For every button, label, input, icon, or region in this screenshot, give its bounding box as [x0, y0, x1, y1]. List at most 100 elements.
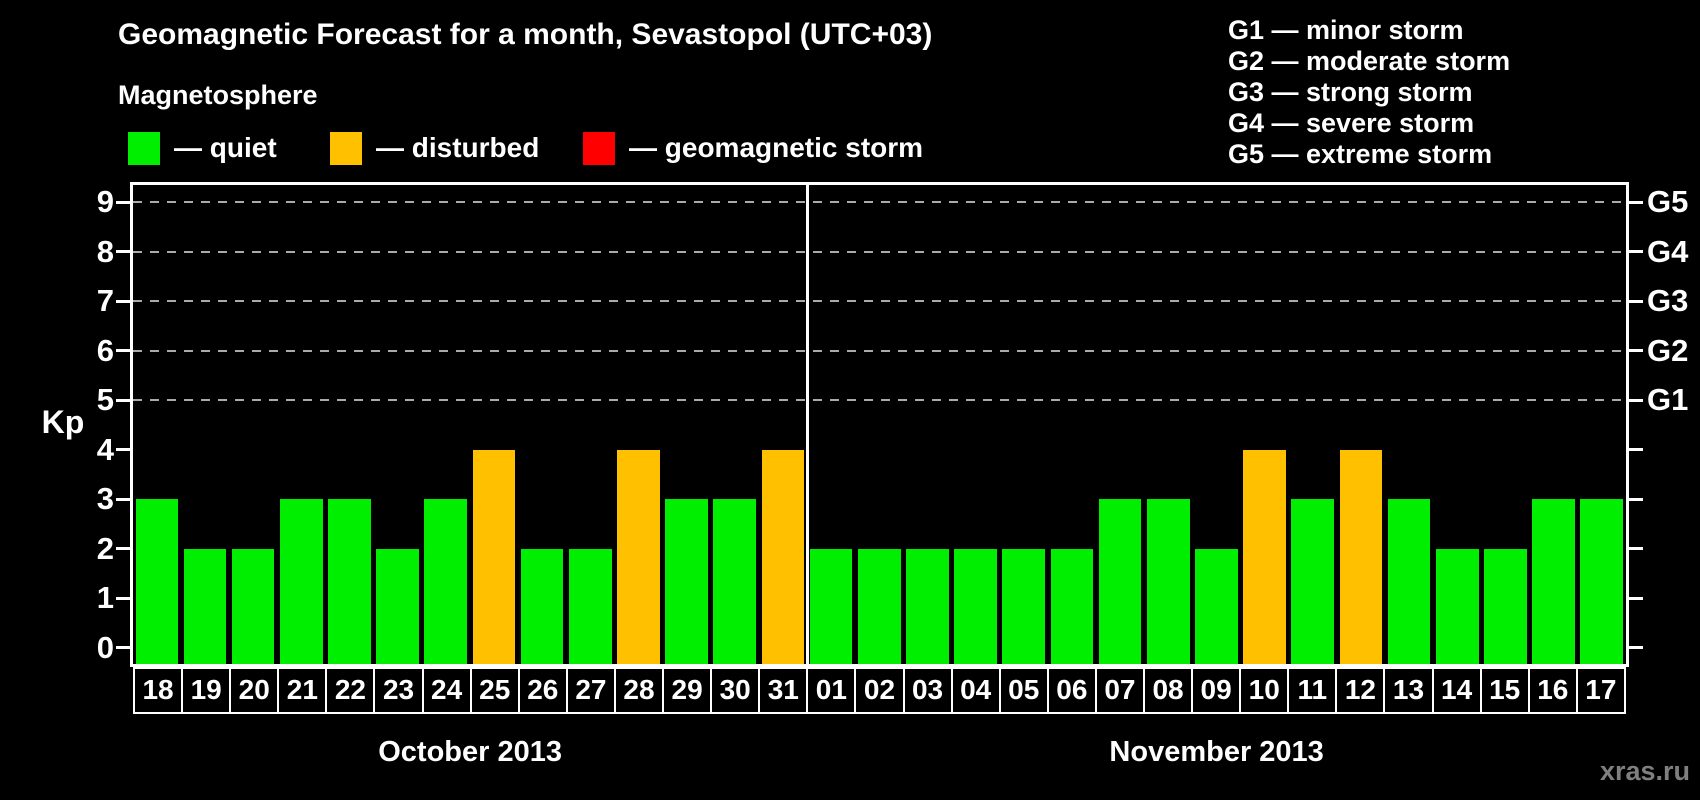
g-scale-label-G3: G3 — [1647, 283, 1689, 318]
day-cell-04: 04 — [950, 667, 1001, 714]
y-tick-left-7 — [116, 299, 130, 303]
y-tick-left-2 — [116, 547, 130, 550]
plot-area — [130, 182, 1629, 667]
day-cell-08: 08 — [1142, 667, 1194, 714]
y-tick-label-6: 6 — [96, 332, 114, 368]
g-scale-label-G4: G4 — [1647, 233, 1689, 269]
bar-day-03 — [906, 548, 949, 664]
y-tick-label-4: 4 — [96, 431, 114, 467]
storm-scale-legend: G1 — minor storm G2 — moderate storm G3 — … — [1228, 15, 1510, 170]
day-cell-06: 06 — [1046, 667, 1097, 714]
y-tick-left-3 — [116, 497, 130, 501]
y-tick-right-4 — [1629, 448, 1643, 451]
day-cell-12: 12 — [1335, 667, 1386, 714]
bar-day-02 — [857, 548, 901, 664]
gridline-kp5 — [133, 399, 1626, 401]
legend-item-quiet: — quiet — [128, 131, 277, 165]
day-cell-28: 28 — [613, 667, 665, 714]
bar-day-28 — [617, 449, 660, 664]
bar-day-15 — [1484, 548, 1527, 664]
y-axis-title: Kp — [41, 404, 85, 440]
bar-day-13 — [1387, 499, 1431, 664]
gridline-kp6 — [133, 349, 1626, 352]
day-cell-01: 01 — [806, 667, 857, 714]
legend-label-storm: — geomagnetic storm — [629, 132, 924, 163]
legend-swatch-quiet-icon — [128, 131, 160, 165]
day-cell-20: 20 — [229, 667, 280, 714]
y-tick-left-4 — [116, 448, 130, 451]
magnetosphere-label: Magnetosphere — [118, 80, 318, 110]
storm-scale-line-4: G4 — severe storm — [1228, 108, 1475, 138]
gridline-kp9 — [133, 201, 1626, 203]
bar-day-07 — [1098, 499, 1142, 664]
y-tick-label-5: 5 — [96, 382, 114, 417]
bar-day-26 — [520, 548, 564, 664]
legend-item-storm: — geomagnetic storm — [583, 131, 923, 165]
day-cell-02: 02 — [854, 667, 905, 714]
day-cell-23: 23 — [373, 667, 424, 714]
bar-day-01 — [809, 548, 853, 664]
bar-day-05 — [1002, 548, 1046, 664]
bar-day-30 — [713, 499, 757, 664]
watermark: xras.ru — [1599, 756, 1690, 786]
day-cell-25: 25 — [469, 667, 520, 714]
bar-day-09 — [1195, 548, 1238, 664]
day-cell-27: 27 — [565, 667, 616, 714]
y-tick-label-3: 3 — [96, 481, 114, 516]
y-tick-right-5 — [1629, 398, 1643, 402]
y-tick-right-7 — [1629, 299, 1643, 303]
day-cell-09: 09 — [1191, 667, 1242, 714]
y-tick-label-7: 7 — [96, 283, 114, 318]
day-cell-11: 11 — [1287, 667, 1338, 714]
day-cell-22: 22 — [325, 667, 376, 714]
day-cell-31: 31 — [758, 667, 809, 714]
day-cell-24: 24 — [421, 667, 472, 714]
plot-inner — [133, 185, 1626, 664]
y-tick-label-9: 9 — [96, 184, 114, 219]
y-tick-right-9 — [1629, 200, 1643, 204]
y-tick-left-8 — [116, 250, 130, 253]
g-scale-label-G5: G5 — [1647, 184, 1689, 219]
bar-day-12 — [1339, 449, 1383, 664]
bar-day-16 — [1532, 499, 1575, 664]
y-tick-right-8 — [1629, 250, 1643, 253]
month-divider — [805, 185, 809, 664]
day-cell-26: 26 — [517, 667, 568, 714]
bar-day-10 — [1243, 449, 1286, 664]
legend-swatch-storm-icon — [583, 131, 615, 165]
g-scale-label-G2: G2 — [1647, 332, 1689, 368]
bar-day-29 — [665, 499, 708, 664]
day-cell-21: 21 — [277, 667, 328, 714]
day-cell-14: 14 — [1431, 667, 1482, 714]
legend-item-disturbed: — disturbed — [330, 131, 539, 165]
day-cell-18: 18 — [133, 667, 184, 714]
day-cell-29: 29 — [662, 667, 713, 714]
bar-day-04 — [954, 548, 997, 664]
bar-day-31 — [761, 449, 805, 664]
bar-day-25 — [472, 449, 516, 664]
bar-day-27 — [568, 548, 612, 664]
month-label-november: November 2013 — [1109, 736, 1324, 768]
storm-scale-line-3: G3 — strong storm — [1228, 77, 1473, 107]
y-tick-label-8: 8 — [96, 233, 114, 269]
bar-day-19 — [183, 548, 227, 664]
month-label-october: October 2013 — [378, 736, 562, 768]
legend-swatch-disturbed-icon — [330, 131, 362, 165]
day-cell-15: 15 — [1479, 667, 1530, 714]
day-cell-16: 16 — [1527, 667, 1578, 714]
y-tick-left-0 — [116, 646, 130, 649]
legend-label-quiet: — quiet — [174, 132, 277, 163]
gridline-kp7 — [133, 300, 1626, 302]
day-cell-30: 30 — [710, 667, 761, 714]
day-cell-05: 05 — [998, 667, 1049, 714]
y-tick-label-0: 0 — [96, 629, 114, 665]
y-tick-left-5 — [116, 398, 130, 402]
bar-day-21 — [279, 499, 323, 664]
day-cell-03: 03 — [902, 667, 953, 714]
day-cell-10: 10 — [1239, 667, 1290, 714]
bar-day-17 — [1580, 499, 1623, 664]
bar-day-22 — [328, 499, 371, 664]
y-tick-label-1: 1 — [96, 580, 114, 615]
bar-day-24 — [424, 499, 468, 664]
